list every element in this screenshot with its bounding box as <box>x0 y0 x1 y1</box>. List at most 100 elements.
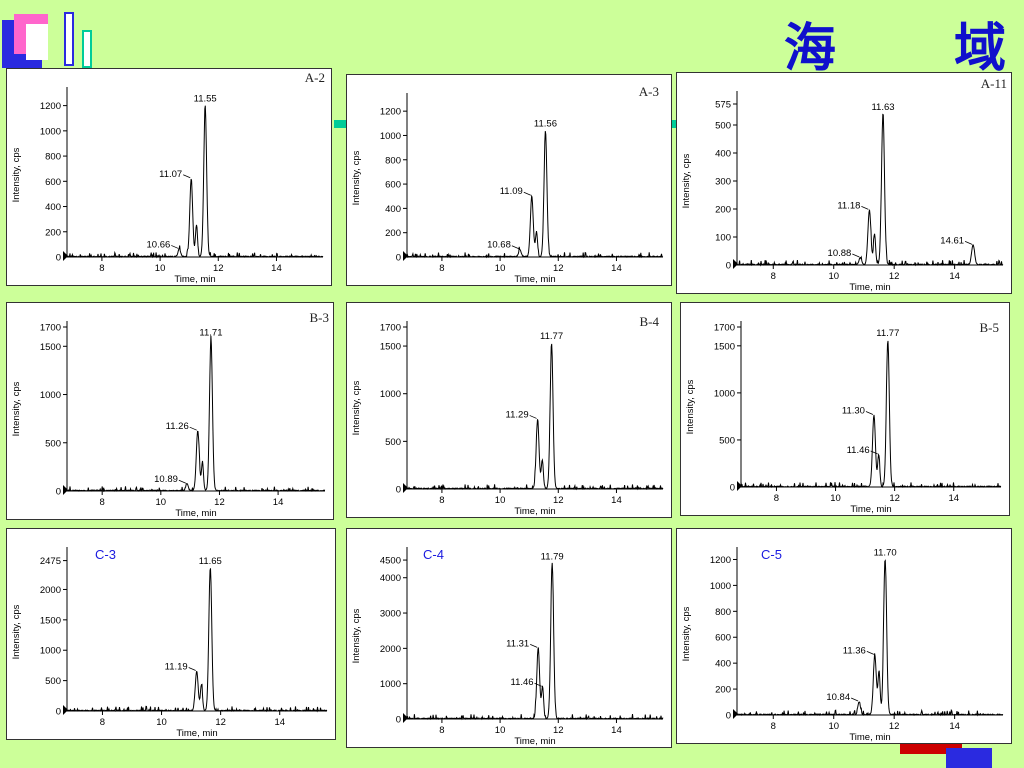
x-tick-label: 10 <box>156 717 167 728</box>
x-tick-label: 12 <box>553 495 564 506</box>
y-tick-label: 400 <box>385 204 401 215</box>
chromatogram-trace <box>66 105 324 259</box>
y-tick-label: 0 <box>730 483 735 494</box>
chromatogram-trace <box>736 113 1004 267</box>
axis-marker <box>403 251 408 261</box>
sample-tag: C-4 <box>423 547 444 562</box>
y-axis-label: Intensity, cps <box>11 381 22 436</box>
y-tick-label: 2475 <box>40 556 61 567</box>
peak-leader <box>529 415 537 419</box>
y-tick-label: 1000 <box>710 581 731 592</box>
y-tick-label: 0 <box>396 253 401 264</box>
y-tick-label: 1000 <box>40 126 61 137</box>
x-tick-label: 8 <box>439 495 444 506</box>
x-tick-label: 14 <box>611 725 622 736</box>
x-tick-label: 14 <box>611 495 622 506</box>
y-tick-label: 200 <box>715 685 731 696</box>
peak-label: 11.56 <box>534 119 557 130</box>
y-tick-label: 1200 <box>380 107 401 118</box>
axis-marker <box>733 259 738 269</box>
axis-marker <box>403 713 408 723</box>
y-tick-label: 575 <box>715 100 731 111</box>
y-tick-label: 1200 <box>40 101 61 112</box>
x-tick-label: 12 <box>553 725 564 736</box>
peak-leader <box>866 651 874 655</box>
y-tick-label: 400 <box>715 659 731 670</box>
peak-label: 14.61 <box>940 235 964 246</box>
x-tick-label: 8 <box>771 721 776 732</box>
peak-label: 10.66 <box>147 239 171 250</box>
x-axis-label: Time, min <box>849 282 890 293</box>
chromatogram-trace <box>736 559 1004 717</box>
y-tick-label: 1000 <box>40 390 61 401</box>
x-tick-label: 10 <box>495 263 506 274</box>
connector-bar-left <box>334 120 348 128</box>
chart-svg: 0 200 400 600 800 1000 1200 8 10 12 14 Time, min Int… <box>351 93 664 285</box>
peak-label: 11.70 <box>874 547 897 558</box>
y-tick-label: 2000 <box>40 585 61 596</box>
sample-tag: B-5 <box>979 320 1000 335</box>
x-tick-label: 14 <box>611 263 622 274</box>
x-tick-label: 14 <box>273 497 284 508</box>
x-tick-label: 8 <box>774 493 779 504</box>
peak-label: 11.31 <box>506 638 529 649</box>
peak-label: 11.07 <box>159 169 182 180</box>
y-tick-label: 800 <box>715 607 731 618</box>
corner-blue-block <box>946 748 992 768</box>
y-tick-label: 300 <box>715 177 731 188</box>
x-tick-label: 8 <box>99 263 104 274</box>
peak-label: 11.26 <box>166 421 189 432</box>
x-tick-label: 12 <box>213 263 224 274</box>
chromatogram-b3: 0 500 1000 1500 1700 8 10 12 14 Time, min Intensit… <box>6 302 334 520</box>
chromatogram-trace <box>406 562 664 721</box>
peak-leader <box>870 450 878 455</box>
x-tick-label: 10 <box>495 495 506 506</box>
y-tick-label: 4000 <box>380 573 401 584</box>
y-tick-label: 2000 <box>380 644 401 655</box>
x-tick-label: 8 <box>100 717 105 728</box>
y-tick-label: 1500 <box>380 342 401 353</box>
y-tick-label: 1000 <box>40 646 61 657</box>
y-tick-label: 1200 <box>710 555 731 566</box>
x-tick-label: 8 <box>100 497 105 508</box>
x-axis-label: Time, min <box>176 728 217 739</box>
y-tick-label: 0 <box>726 261 731 272</box>
peak-label: 10.84 <box>826 692 850 703</box>
chromatogram-a3: 0 200 400 600 800 1000 1200 8 10 12 14 Time, min Int… <box>346 74 672 286</box>
chromatogram-trace <box>66 335 326 493</box>
peak-leader <box>530 643 538 648</box>
x-tick-label: 12 <box>889 493 900 504</box>
y-axis-label: Intensity, cps <box>685 379 696 434</box>
chromatogram-c4: 0 1000 2000 3000 4000 4500 8 10 12 14 Time, min Int… <box>346 528 672 748</box>
y-tick-label: 1000 <box>380 679 401 690</box>
y-tick-label: 1500 <box>40 342 61 353</box>
y-tick-label: 400 <box>715 149 731 160</box>
chromatogram-trace <box>66 568 328 713</box>
y-tick-label: 500 <box>385 437 401 448</box>
y-tick-label: 1500 <box>714 341 735 352</box>
y-axis-label: Intensity, cps <box>351 608 362 663</box>
x-tick-label: 8 <box>771 271 776 282</box>
peak-label: 10.88 <box>828 248 852 259</box>
peak-label: 11.79 <box>541 552 564 563</box>
x-axis-label: Time, min <box>514 274 555 285</box>
y-tick-label: 400 <box>45 202 61 213</box>
y-axis-label: Intensity, cps <box>351 380 362 435</box>
chromatogram-b5: 0 500 1000 1500 1700 8 10 12 14 Time, min Intensit… <box>680 302 1010 516</box>
y-tick-label: 200 <box>715 205 731 216</box>
chart-svg: 0 500 1000 1500 1700 8 10 12 14 Time, min Intensit… <box>11 321 326 519</box>
y-tick-label: 600 <box>45 177 61 188</box>
y-axis-label: Intensity, cps <box>681 606 692 661</box>
peak-label: 11.77 <box>540 331 563 342</box>
x-axis-label: Time, min <box>850 504 891 515</box>
y-tick-label: 800 <box>45 152 61 163</box>
peak-leader <box>183 174 191 179</box>
axis-marker <box>403 483 408 493</box>
peak-leader <box>171 245 179 249</box>
x-axis-label: Time, min <box>849 732 890 743</box>
peak-label: 11.36 <box>843 645 866 656</box>
peak-leader <box>850 697 859 702</box>
peak-label: 11.46 <box>847 445 870 456</box>
x-tick-label: 14 <box>274 717 285 728</box>
y-tick-label: 1700 <box>714 323 735 334</box>
